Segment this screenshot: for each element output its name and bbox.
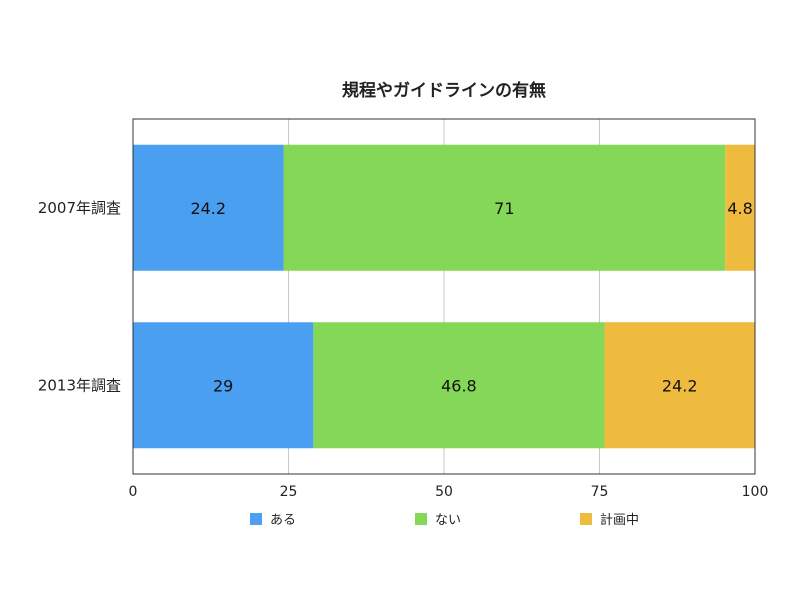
data-label: 29 bbox=[213, 376, 233, 395]
legend-label: ある bbox=[270, 513, 296, 528]
chart-title: 規程やガイドラインの有無 bbox=[342, 80, 546, 101]
x-tick-label: 25 bbox=[280, 484, 298, 500]
legend: ある ない 計画中 bbox=[250, 512, 639, 528]
bar-segment bbox=[133, 144, 284, 271]
bar-segment bbox=[283, 144, 726, 271]
legend-label: 計画中 bbox=[600, 512, 639, 528]
x-tick-label: 75 bbox=[591, 484, 609, 500]
legend-swatch bbox=[580, 513, 592, 525]
bar-segment bbox=[604, 322, 755, 449]
legend-swatch bbox=[415, 513, 427, 525]
category-label: 2007年調査 bbox=[38, 199, 121, 217]
bar-segment bbox=[725, 144, 755, 271]
x-tick-label: 50 bbox=[435, 484, 453, 500]
plot-frame bbox=[132, 118, 756, 475]
legend-item: ない bbox=[415, 513, 461, 528]
legend-item: ある bbox=[250, 513, 296, 528]
data-label: 24.2 bbox=[190, 199, 226, 218]
x-tick-label: 100 bbox=[742, 484, 769, 500]
bar-segment bbox=[133, 322, 314, 449]
data-label: 46.8 bbox=[441, 376, 477, 395]
data-labels: 24.2 71 4.8 29 46.8 24.2 bbox=[190, 199, 752, 396]
category-label: 2013年調査 bbox=[38, 376, 121, 394]
category-labels: 2007年調査 2013年調査 bbox=[38, 199, 121, 395]
legend-label: ない bbox=[435, 513, 461, 528]
bar-segment bbox=[313, 322, 605, 449]
x-axis-ticks: 0 25 50 75 100 bbox=[129, 484, 769, 500]
legend-swatch bbox=[250, 513, 262, 525]
legend-item: 計画中 bbox=[580, 512, 639, 528]
x-tick-label: 0 bbox=[129, 484, 138, 500]
data-label: 4.8 bbox=[727, 199, 752, 218]
data-label: 71 bbox=[494, 199, 514, 218]
data-label: 24.2 bbox=[662, 376, 698, 395]
bars bbox=[133, 144, 755, 449]
